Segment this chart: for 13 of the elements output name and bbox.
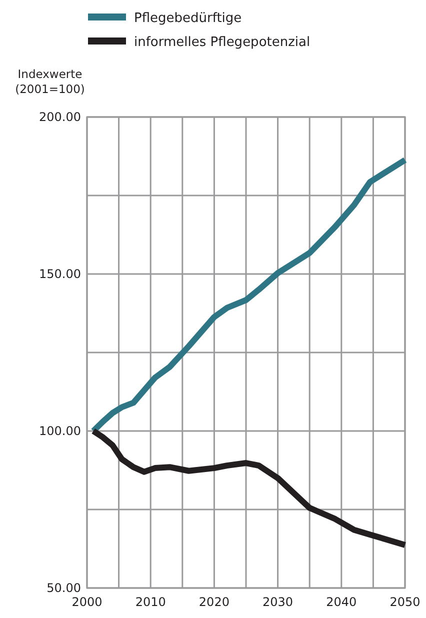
- y-tick-label: 100.00: [39, 424, 81, 438]
- y-axis-title: Indexwerte (2001=100): [15, 67, 85, 96]
- x-tick-label: 2000: [72, 595, 102, 609]
- legend-label: informelles Pflegepotenzial: [134, 35, 310, 50]
- y-tick-label: 150.00: [39, 267, 81, 281]
- y-tick-label: 200.00: [39, 110, 81, 124]
- legend-label: Pflegebedürftige: [134, 11, 242, 26]
- y-tick-label: 50.00: [46, 581, 81, 595]
- x-tick-label: 2050: [390, 595, 420, 609]
- x-tick-label: 2020: [198, 595, 230, 609]
- x-tick-label: 2040: [326, 595, 357, 609]
- x-tick-label: 2010: [135, 595, 166, 609]
- x-tick-label: 2030: [262, 595, 294, 609]
